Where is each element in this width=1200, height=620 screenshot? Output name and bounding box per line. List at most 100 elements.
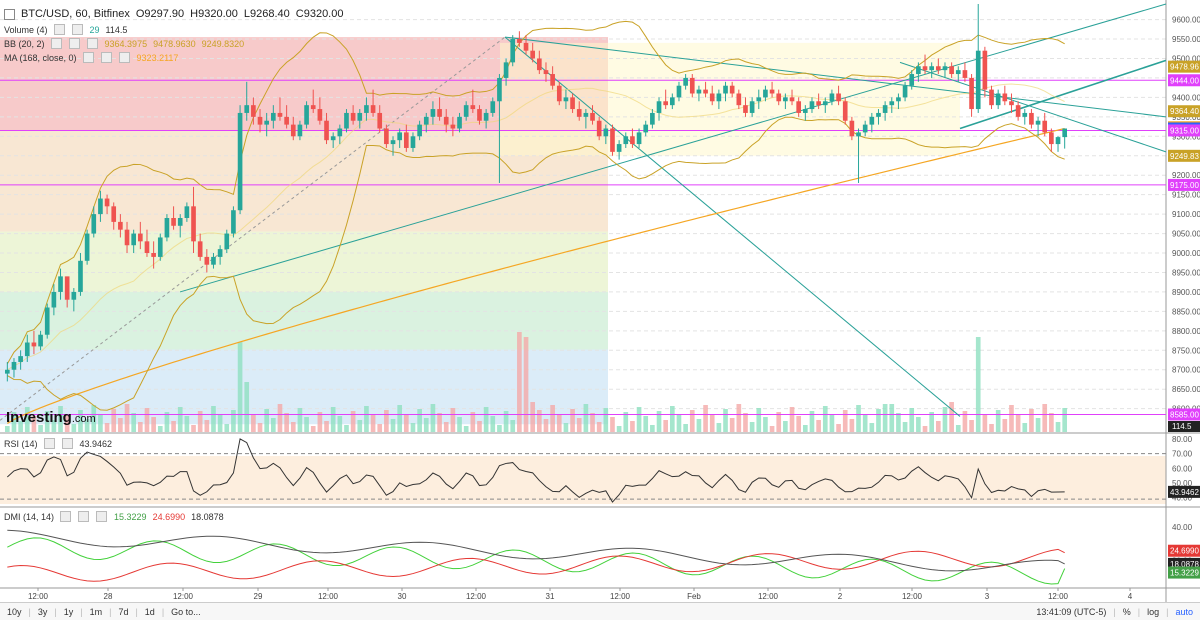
collapse-icon[interactable]: [4, 8, 15, 20]
candle-body: [470, 105, 476, 110]
eye-icon[interactable]: [50, 38, 62, 49]
bb-basis-value: 9364.3975: [104, 38, 148, 49]
volume-bar: [650, 425, 655, 432]
range-10y[interactable]: 10y: [7, 606, 22, 617]
time-tick-label: 12:00: [28, 592, 49, 601]
volume-bar: [669, 406, 675, 432]
volume-bar: [829, 415, 835, 432]
volume-bar: [251, 414, 256, 432]
volume-bar: [184, 416, 190, 432]
close-icon[interactable]: [118, 52, 130, 63]
time-tick-label: 30: [398, 592, 407, 601]
volume-bar: [237, 342, 243, 432]
volume-bar: [723, 409, 728, 432]
price-badge: [1168, 149, 1200, 162]
settings-icon[interactable]: [78, 511, 90, 522]
volume-bar: [11, 412, 17, 432]
candle-body: [224, 233, 230, 250]
volume-bar: [689, 410, 695, 432]
candle-body: [935, 66, 941, 71]
candle-body: [251, 105, 256, 117]
settings-icon[interactable]: [68, 38, 80, 49]
auto-toggle[interactable]: auto: [1175, 606, 1193, 617]
volume-bar: [929, 412, 935, 432]
candle-body: [909, 74, 915, 86]
candle-body: [1035, 120, 1041, 125]
overlay-lines: [0, 3, 1167, 424]
trend-line: [899, 61, 1167, 153]
volume-bar: [483, 407, 489, 432]
settings-icon[interactable]: [53, 24, 65, 35]
candle-body: [590, 112, 595, 121]
eye-icon[interactable]: [60, 511, 72, 522]
candle-body: [636, 132, 642, 145]
candle-body: [723, 85, 728, 94]
candle-body: [802, 109, 808, 113]
candle-body: [38, 334, 43, 347]
price-tick-label: 8950.00: [1172, 268, 1200, 277]
candle-body: [290, 124, 296, 137]
volume-bar: [1062, 408, 1068, 432]
candle-body: [463, 105, 469, 117]
close-icon[interactable]: [71, 24, 83, 35]
volume-bar: [124, 404, 130, 432]
close-icon[interactable]: [61, 438, 73, 449]
volume-bar: [4, 426, 10, 432]
goto-button[interactable]: Go to...: [171, 606, 201, 617]
candle-body: [616, 144, 622, 152]
close-icon[interactable]: [86, 38, 98, 49]
volume-bar: [776, 412, 782, 432]
volume-bar: [902, 422, 908, 432]
range-3y[interactable]: 3y: [37, 606, 48, 617]
price-badge: [1168, 178, 1200, 191]
range-1y[interactable]: 1y: [63, 606, 74, 617]
time-tick-label: 2: [838, 592, 843, 601]
volume-bar: [18, 421, 23, 432]
percent-toggle[interactable]: %: [1122, 606, 1131, 617]
dmi-badge-label: 15.3229: [1170, 569, 1199, 578]
price-badge-label: 9364.40: [1170, 107, 1199, 116]
volume-bar: [510, 420, 516, 432]
open-value: O9297.90: [135, 8, 185, 20]
bb-lower-value: 9249.8320: [201, 38, 245, 49]
price-tick-label: 9550.00: [1172, 35, 1200, 44]
di-plus-line: [7, 537, 1066, 585]
volume-bar: [543, 419, 549, 432]
ma-label: MA (168, close, 0): [4, 52, 77, 63]
candle-body: [417, 124, 422, 137]
rsi-value: 43.9462: [79, 438, 113, 449]
volume-bar: [490, 416, 496, 432]
volume-bar: [916, 417, 921, 432]
range-1d[interactable]: 1d: [144, 606, 155, 617]
candle-body: [756, 97, 762, 102]
candle-body: [783, 97, 788, 102]
candle-body: [962, 70, 968, 78]
candle-body: [24, 342, 30, 357]
candle-body: [191, 206, 196, 242]
candle-body: [995, 93, 1001, 106]
volume-bar: [197, 411, 203, 432]
volume-bar: [118, 418, 123, 432]
candle-body: [270, 112, 276, 121]
settings-icon[interactable]: [100, 52, 112, 63]
volume-bar: [796, 416, 802, 432]
candle-body: [157, 237, 163, 257]
volume-bar: [570, 409, 575, 432]
settings-icon[interactable]: [43, 438, 55, 449]
range-7d[interactable]: 7d: [118, 606, 129, 617]
volume-bar: [955, 425, 961, 432]
candle-body: [18, 356, 23, 362]
volume-bar: [683, 424, 688, 432]
candle-body: [729, 85, 735, 94]
candle-body: [450, 124, 456, 129]
candle-body: [789, 97, 795, 102]
candle-body: [324, 120, 329, 141]
candle-body: [98, 198, 103, 215]
candle-body: [610, 128, 615, 152]
range-1m[interactable]: 1m: [89, 606, 103, 617]
candle-body: [131, 233, 137, 246]
volume-bar: [896, 413, 901, 432]
eye-icon[interactable]: [82, 52, 94, 63]
close-icon[interactable]: [96, 511, 108, 522]
log-toggle[interactable]: log: [1147, 606, 1160, 617]
